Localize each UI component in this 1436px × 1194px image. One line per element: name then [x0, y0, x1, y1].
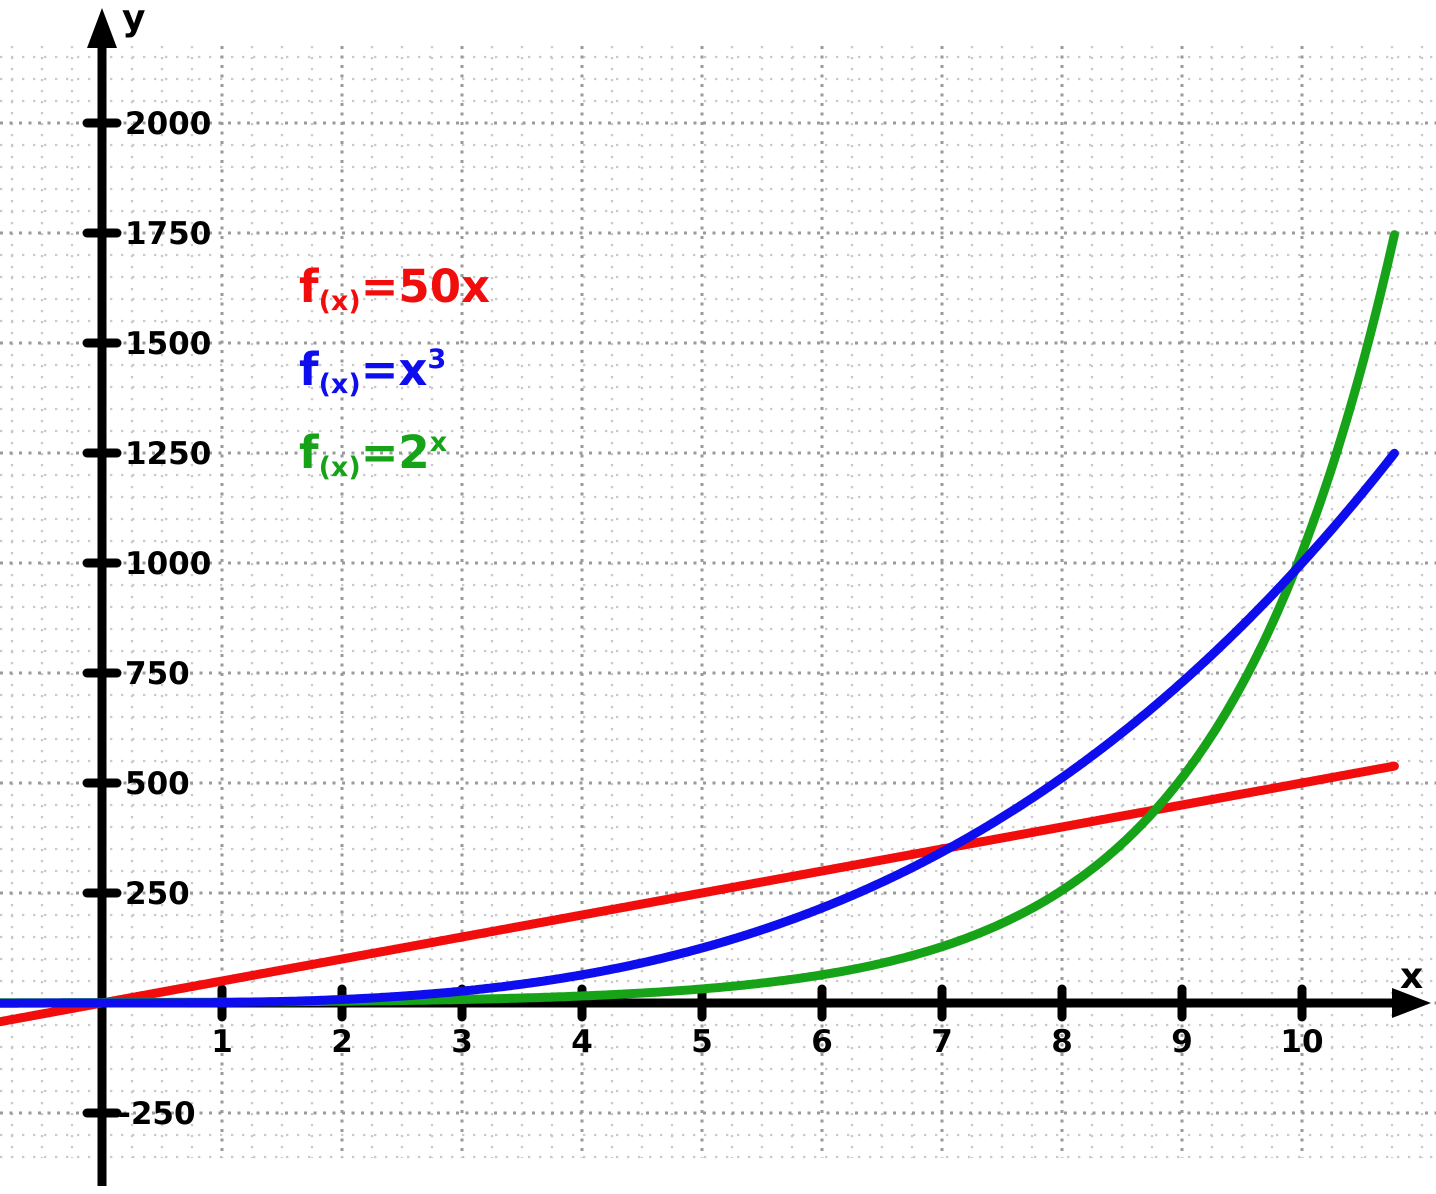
- legend-fn-sup: x: [429, 427, 448, 458]
- legend-fn-body: 50x: [398, 260, 491, 313]
- legend-fn-sub: (x): [318, 286, 361, 317]
- y-axis-ticks: -250 250 500 750 1000 1250 1500 1750 2000: [82, 106, 211, 1132]
- legend: f(x)=50x f(x)=x3 f(x)=2x: [299, 263, 490, 481]
- legend-fn-name: f: [299, 260, 319, 313]
- x-tick-label: 4: [571, 1024, 593, 1060]
- y-tick-label: 750: [125, 656, 190, 692]
- y-tick-label: 1750: [125, 216, 211, 252]
- x-tick-label: 6: [811, 1024, 833, 1060]
- legend-equals: =: [360, 426, 399, 479]
- legend-fn-body: 2: [398, 426, 430, 479]
- curves: [0, 230, 1399, 1027]
- x-tick-label: 5: [691, 1024, 713, 1060]
- y-tick-label: 2000: [125, 106, 211, 142]
- x-tick-label: 9: [1171, 1024, 1193, 1060]
- legend-fn-body: x: [398, 343, 428, 396]
- x-tick-label: 10: [1280, 1024, 1323, 1060]
- y-tick-label: 250: [125, 876, 190, 912]
- x-tick-label: 7: [931, 1024, 953, 1060]
- x-axis-arrowhead: [1392, 988, 1431, 1018]
- x-tick-label: 8: [1051, 1024, 1073, 1060]
- y-tick-label: -250: [118, 1096, 196, 1132]
- legend-fn-sup: 3: [427, 344, 447, 375]
- legend-fn-name: f: [299, 343, 319, 396]
- x-axis-ticks: 1 2 3 4 5 6 7 8 9 10: [211, 984, 1324, 1060]
- legend-fn-sub: (x): [318, 452, 361, 483]
- x-tick-label: 1: [211, 1024, 233, 1060]
- x-tick-label: 3: [451, 1024, 473, 1060]
- legend-item-x-cubed: f(x)=x3: [299, 346, 490, 398]
- legend-fn-sub: (x): [318, 369, 361, 400]
- y-axis-arrowhead: [87, 8, 117, 48]
- curve-x3: [0, 448, 1399, 1008]
- legend-item-2-pow-x: f(x)=2x: [299, 429, 490, 481]
- legend-equals: =: [360, 260, 399, 313]
- y-tick-label: 1000: [125, 546, 211, 582]
- legend-equals: =: [360, 343, 399, 396]
- legend-item-50x: f(x)=50x: [299, 263, 490, 315]
- y-tick-label: 1250: [125, 436, 211, 472]
- x-axis-label: x: [1400, 956, 1423, 997]
- x-tick-label: 2: [331, 1024, 353, 1060]
- y-tick-label: 500: [125, 766, 190, 802]
- y-tick-label: 1500: [125, 326, 211, 362]
- y-axis-label: y: [122, 0, 145, 39]
- legend-fn-name: f: [299, 426, 319, 479]
